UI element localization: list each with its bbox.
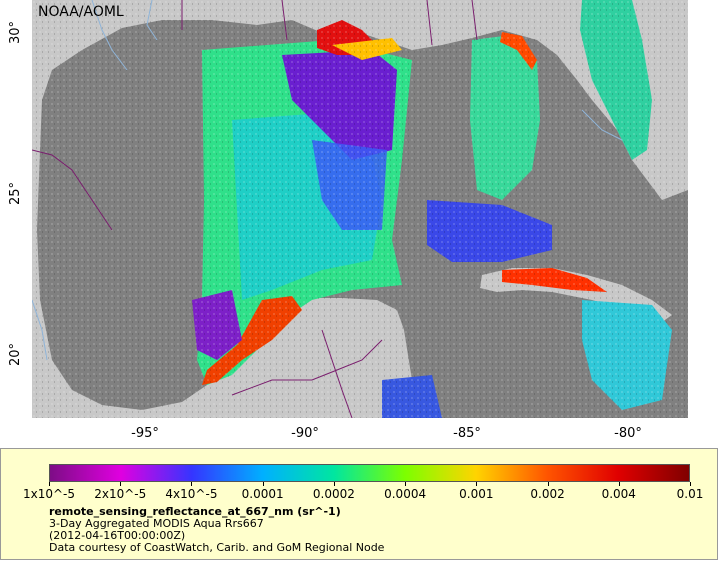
colorbar-label: 0.004 xyxy=(601,487,636,501)
colorbar-tick xyxy=(262,482,264,486)
colorbar-tick xyxy=(476,482,478,486)
credit-label: NOAA/AOML xyxy=(38,4,124,20)
map-canvas xyxy=(32,0,688,418)
river-3 xyxy=(581,109,623,141)
border-guatemala xyxy=(231,339,383,396)
colorbar-tick xyxy=(547,482,549,486)
colorbar-label: 0.0004 xyxy=(384,487,427,501)
colorbar-tick xyxy=(191,482,193,486)
lat-tick-25: 25° xyxy=(8,181,23,205)
border-us-mexico xyxy=(32,149,113,231)
lon-tick-80: -80° xyxy=(614,426,642,441)
colorbar-label: 0.01 xyxy=(676,487,704,501)
colorbar-tick xyxy=(333,482,335,486)
legend-source: Data courtesy of CoastWatch, Carib. and … xyxy=(49,541,385,554)
border-states xyxy=(181,0,478,46)
river-2 xyxy=(146,0,158,41)
lat-tick-30: 30° xyxy=(8,20,23,44)
colorbar-label: 1x10^-5 xyxy=(22,487,76,501)
legend-description: 3-Day Aggregated MODIS Aqua Rrs667 xyxy=(49,517,264,530)
colorbar-tick xyxy=(690,482,691,486)
river-4 xyxy=(32,299,48,361)
colorbar xyxy=(49,464,690,482)
colorbar-tick xyxy=(120,482,122,486)
colorbar-label: 4x10^-5 xyxy=(165,487,218,501)
river-1 xyxy=(91,0,128,71)
lon-tick-95: -95° xyxy=(131,426,159,441)
lon-tick-90: -90° xyxy=(291,426,319,441)
colorbar-label: 0.002 xyxy=(530,487,565,501)
map-view[interactable]: NOAA/AOML xyxy=(32,0,688,418)
colorbar-label: 0.0002 xyxy=(312,487,355,501)
colorbar-label: 0.0001 xyxy=(241,487,284,501)
colorbar-tick xyxy=(49,482,50,486)
legend-variable: remote_sensing_reflectance_at_667_nm (sr… xyxy=(49,505,341,518)
legend-time: (2012-04-16T00:00:00Z) xyxy=(49,529,186,542)
colorbar-tick xyxy=(405,482,407,486)
border-yucatan xyxy=(321,329,353,418)
colorbar-tick xyxy=(618,482,620,486)
colorbar-label: 0.001 xyxy=(459,487,494,501)
colorbar-label: 2x10^-5 xyxy=(94,487,147,501)
legend-panel: remote_sensing_reflectance_at_667_nm (sr… xyxy=(0,448,718,560)
lat-tick-20: 20° xyxy=(8,342,23,366)
lon-tick-85: -85° xyxy=(453,426,481,441)
